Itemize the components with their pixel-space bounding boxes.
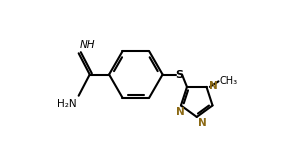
Text: H₂N: H₂N <box>57 99 77 109</box>
Text: S: S <box>175 69 183 80</box>
Text: CH₃: CH₃ <box>219 76 238 86</box>
Text: N: N <box>198 118 207 128</box>
Text: NH: NH <box>80 40 95 50</box>
Text: N: N <box>209 81 218 91</box>
Text: N: N <box>176 107 185 117</box>
